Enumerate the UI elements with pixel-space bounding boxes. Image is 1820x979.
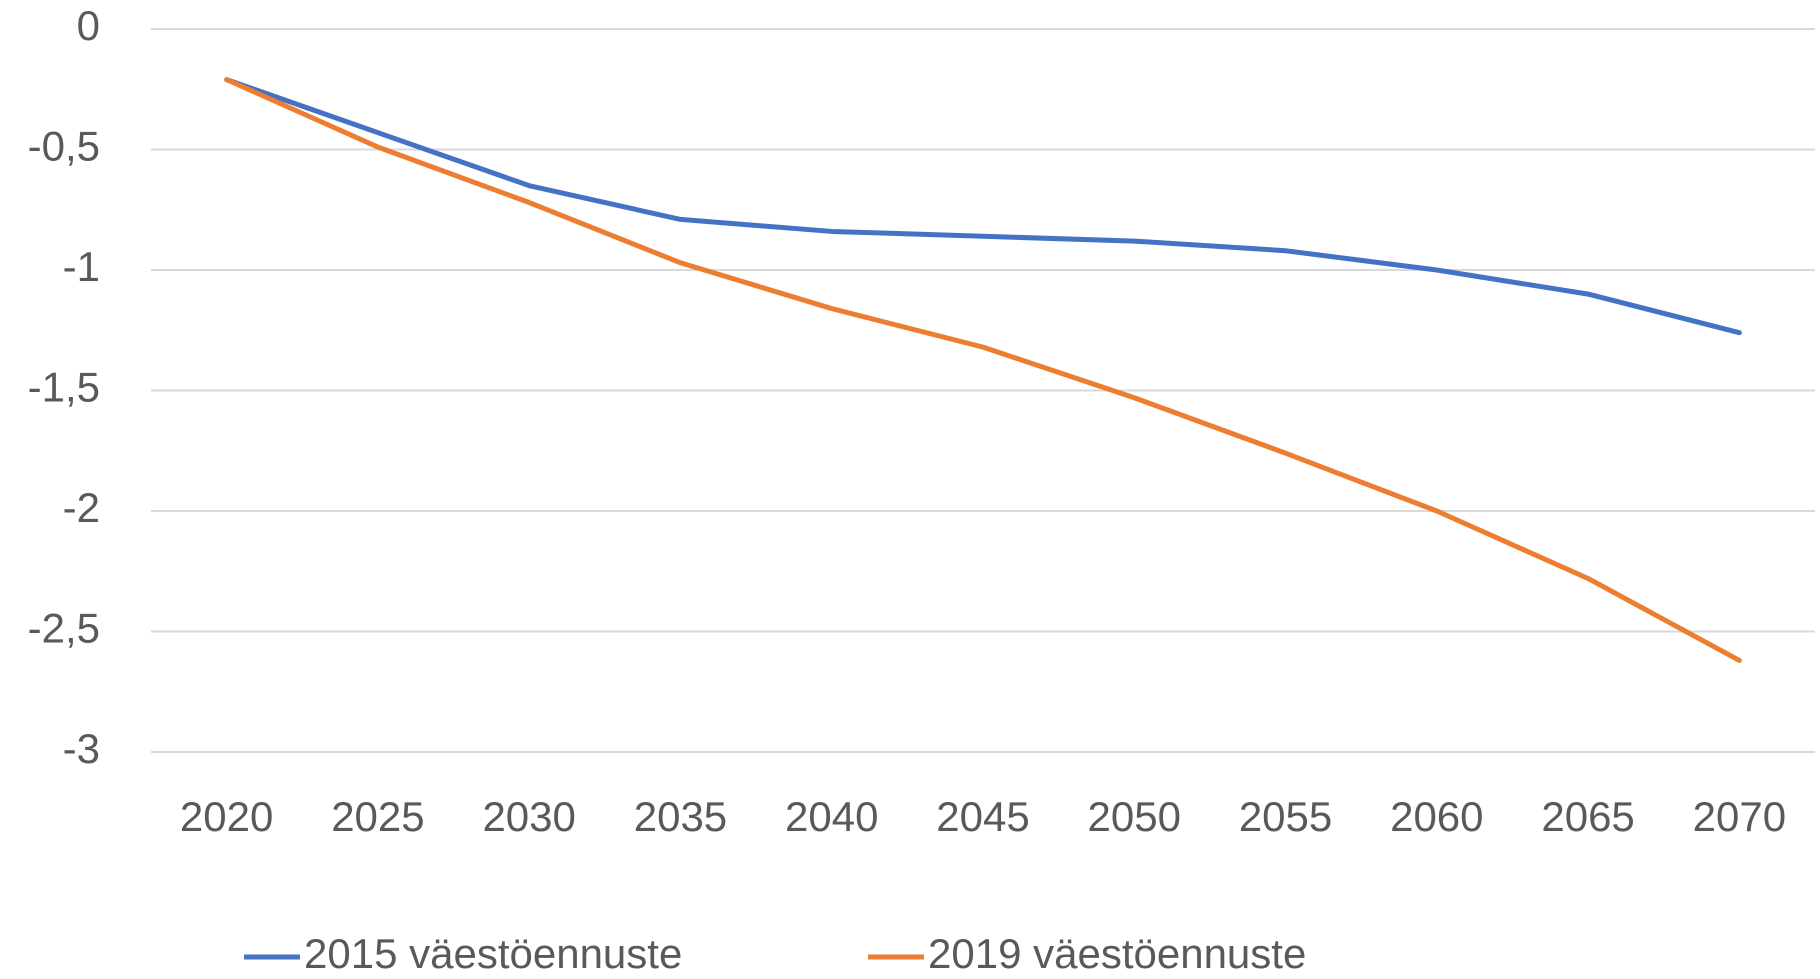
- legend-label: 2019 väestöennuste: [928, 930, 1306, 977]
- y-tick-label: -2,5: [28, 605, 100, 652]
- x-tick-label: 2050: [1088, 793, 1181, 840]
- x-tick-label: 2020: [180, 793, 273, 840]
- y-tick-label: -0,5: [28, 123, 100, 170]
- x-tick-label: 2030: [482, 793, 575, 840]
- x-tick-label: 2035: [634, 793, 727, 840]
- series-line: [224, 77, 1742, 336]
- x-tick-label: 2025: [331, 793, 424, 840]
- y-tick-label: 0: [77, 2, 100, 49]
- y-tick-label: -1,5: [28, 364, 100, 411]
- y-tick-label: -1: [63, 243, 100, 290]
- x-tick-label: 2070: [1693, 793, 1786, 840]
- x-tick-label: 2060: [1390, 793, 1483, 840]
- x-tick-label: 2040: [785, 793, 878, 840]
- legend-label: 2015 väestöennuste: [304, 930, 682, 977]
- x-tick-label: 2055: [1239, 793, 1332, 840]
- y-tick-label: -3: [63, 725, 100, 772]
- y-tick-label: -2: [63, 484, 100, 531]
- series-line: [224, 77, 1742, 663]
- x-tick-label: 2065: [1541, 793, 1634, 840]
- x-tick-label: 2045: [936, 793, 1029, 840]
